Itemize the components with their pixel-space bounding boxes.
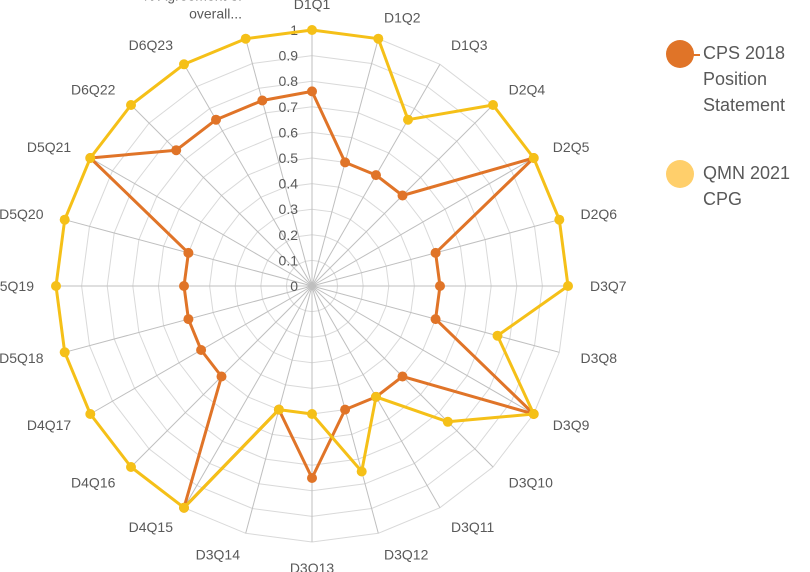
radial-tick-label: 0.1 <box>279 252 299 268</box>
category-label: D6Q23 <box>129 37 174 53</box>
category-label: D5Q18 <box>0 350 44 366</box>
data-point <box>179 59 189 70</box>
category-labels: D1Q1 D1Q2 D1Q3 D2Q4 D2Q5 D2Q6 D3Q7 D3Q8 D3Q9 D3Q1… <box>0 0 627 572</box>
data-point <box>257 95 268 106</box>
data-point <box>307 86 317 97</box>
data-point <box>397 371 408 382</box>
radial-tick-labels: 0 0.1 0.2 0.3 0.4 0.5 0.6 0.7 0.8 0.9 1 <box>279 22 299 294</box>
data-point <box>442 416 453 427</box>
radial-tick-label: 0.5 <box>279 150 299 166</box>
radial-tick-label: 0.3 <box>279 201 299 217</box>
category-label: D3Q9 <box>553 417 590 433</box>
legend-label-qmn: QMN 2021 CPG <box>703 163 791 209</box>
category-label: D2Q5 <box>553 139 590 155</box>
radial-tick-label: 0 <box>290 278 298 294</box>
radial-tick-label: 0.8 <box>279 73 299 89</box>
data-point <box>371 170 381 181</box>
series-qmn-2021 <box>51 25 573 513</box>
data-point <box>563 281 573 291</box>
spoke <box>183 64 313 287</box>
legend-label-cps: CPS 2018 Position Statement <box>703 43 786 115</box>
radial-tick-label: 0.2 <box>279 227 299 243</box>
data-point <box>85 409 96 419</box>
spoke <box>183 285 313 508</box>
radial-tick-label: 0.9 <box>279 48 299 64</box>
category-label: D5Q21 <box>27 139 72 155</box>
category-label: D6Q22 <box>71 81 116 97</box>
data-point <box>59 214 70 225</box>
category-label: D1Q3 <box>451 37 488 53</box>
legend-item-qmn: QMN 2021 CPG <box>666 160 806 220</box>
data-point <box>435 281 445 291</box>
data-point <box>196 345 207 355</box>
category-label: D3Q11 <box>451 519 495 535</box>
data-point <box>126 462 136 472</box>
data-point <box>430 314 441 325</box>
category-label: D1Q1 <box>294 0 331 12</box>
category-label: D5Q20 <box>0 206 44 222</box>
legend: CPS 2018 Position Statement QMN 2021 CPG <box>666 40 806 209</box>
data-point <box>373 33 384 44</box>
data-point <box>403 114 413 125</box>
category-label: D2Q4 <box>509 81 546 97</box>
data-point <box>171 145 182 156</box>
data-point <box>356 466 367 477</box>
data-point <box>240 33 251 44</box>
radial-tick-label: 1 <box>290 22 298 38</box>
category-label: D3Q13 <box>290 560 335 572</box>
category-label: D4Q16 <box>71 475 116 491</box>
data-point <box>183 247 194 258</box>
legend-marker-qmn <box>666 160 694 188</box>
legend-item-cps: CPS 2018 Position Statement <box>666 40 806 130</box>
data-point <box>183 314 194 325</box>
data-point <box>273 404 284 415</box>
radar-series <box>51 25 573 513</box>
data-point <box>307 473 317 483</box>
category-label: D3Q12 <box>384 547 429 563</box>
category-label: D4Q17 <box>27 417 72 433</box>
data-point <box>371 391 381 402</box>
data-point <box>179 281 189 291</box>
category-label: D3Q8 <box>581 350 618 366</box>
data-point <box>126 100 136 110</box>
category-label: D2Q6 <box>581 206 618 222</box>
category-label: D5Q19 <box>0 278 34 294</box>
category-label: D4Q15 <box>129 519 174 535</box>
category-label: D3Q14 <box>196 547 241 563</box>
data-point <box>340 157 351 168</box>
category-label: % Agreement ofoverall... <box>142 0 242 22</box>
data-point <box>216 371 227 382</box>
radial-tick-label: 0.4 <box>279 176 299 192</box>
spoke <box>90 157 313 287</box>
data-point <box>59 347 70 358</box>
radial-tick-label: 0.6 <box>279 124 299 140</box>
data-point <box>211 114 221 125</box>
category-label: D3Q10 <box>509 475 554 491</box>
data-point <box>51 281 61 291</box>
data-point <box>528 409 539 419</box>
data-point <box>554 214 565 225</box>
data-point <box>85 153 96 163</box>
spoke <box>130 104 313 287</box>
spoke <box>311 285 534 415</box>
radial-tick-label: 0.7 <box>279 99 299 115</box>
data-point <box>528 153 539 163</box>
spoke <box>311 157 534 287</box>
spoke <box>245 38 313 287</box>
category-label: D1Q2 <box>384 10 421 26</box>
data-point <box>492 330 503 341</box>
radar-chart: 00.10.20.30.40.50.60.70.80.91 D1Q1D1Q2D1… <box>0 0 627 572</box>
data-point <box>340 404 351 415</box>
data-point <box>430 247 441 258</box>
legend-marker-cps <box>666 40 694 68</box>
data-point <box>488 100 498 110</box>
category-label: D3Q7 <box>590 278 627 294</box>
data-point <box>307 409 317 419</box>
data-point <box>179 502 189 513</box>
data-point <box>307 25 317 35</box>
data-point <box>397 190 408 201</box>
